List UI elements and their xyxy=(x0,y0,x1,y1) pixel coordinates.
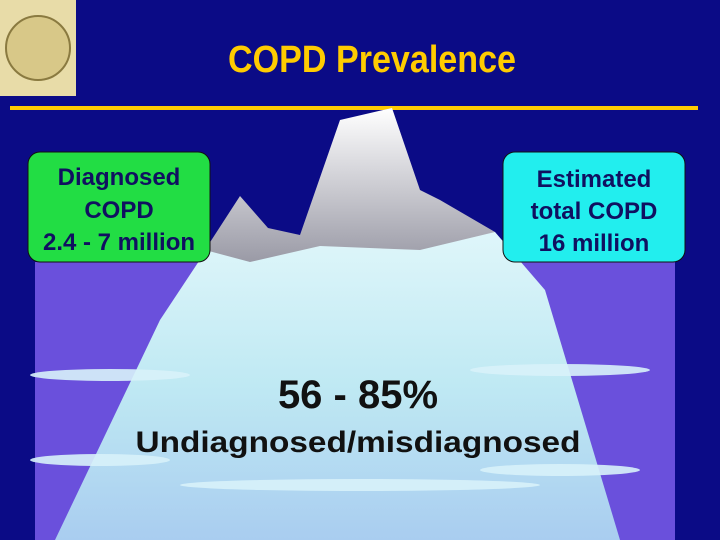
undiagnosed-label: Undiagnosed/misdiagnosed xyxy=(136,426,581,459)
clouds xyxy=(30,364,650,491)
diagnosed-box xyxy=(27,151,211,263)
percent: 56 - 85% xyxy=(278,373,438,417)
box-text: COPD xyxy=(84,197,153,224)
iceberg-peak xyxy=(205,108,495,262)
title-rule xyxy=(10,106,698,110)
box-text: 16 million xyxy=(539,230,650,257)
box-text: Estimated xyxy=(537,166,652,193)
logo-seal xyxy=(5,15,71,81)
title: COPD Prevalence xyxy=(228,39,516,81)
box-text: Diagnosed xyxy=(58,164,181,191)
box-text: total COPD xyxy=(531,198,658,225)
estimated-box xyxy=(502,151,686,263)
box-text: 2.4 - 7 million xyxy=(43,229,195,256)
iceberg xyxy=(55,232,620,540)
